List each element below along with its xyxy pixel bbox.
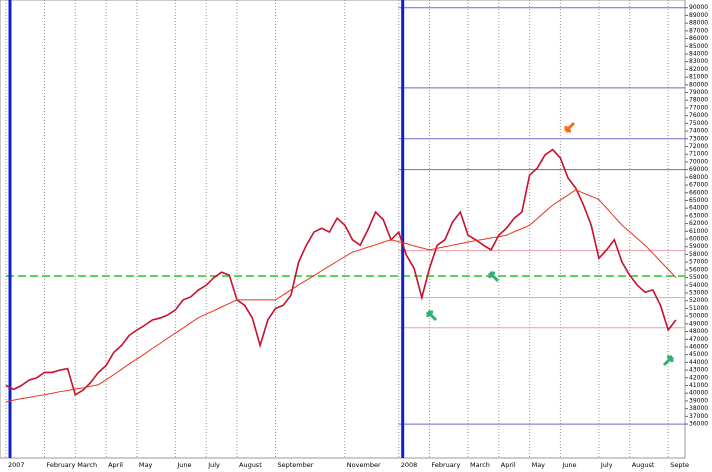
y-tick-label: 50000 [689, 313, 708, 320]
x-tick-label: May [139, 461, 153, 469]
y-tick-label: 49000 [689, 320, 708, 327]
y-tick-label: 74000 [689, 128, 708, 135]
x-tick-label: May [532, 461, 546, 469]
x-tick-label: November [347, 461, 381, 469]
y-tick-label: 39000 [689, 397, 708, 404]
x-tick-label: 2007 [8, 461, 25, 469]
y-tick-label: 77000 [689, 104, 708, 111]
x-tick-label: April [108, 461, 123, 469]
x-tick-label: June [176, 461, 191, 469]
y-tick-label: 81000 [689, 74, 708, 81]
y-tick-label: 65000 [689, 197, 708, 204]
arrow [662, 355, 674, 367]
y-tick-label: 85000 [689, 43, 708, 50]
y-tick-label: 87000 [689, 27, 708, 34]
y-tick-label: 44000 [689, 359, 708, 366]
y-tick-label: 82000 [689, 66, 708, 73]
y-tick-label: 88000 [689, 20, 708, 27]
y-tick-label: 73000 [689, 135, 708, 142]
y-tick-label: 72000 [689, 143, 708, 150]
y-tick-label: 60000 [689, 236, 708, 243]
x-tick-label: March [470, 461, 490, 469]
x-tick-label: July [600, 461, 613, 469]
y-tick-label: 90000 [689, 4, 708, 11]
x-tick-label: July [207, 461, 220, 469]
y-tick-label: 58000 [689, 251, 708, 258]
y-tick-label: 84000 [689, 50, 708, 57]
y-tick-label: 75000 [689, 120, 708, 127]
y-tick-label: 76000 [689, 112, 708, 119]
y-tick-label: 89000 [689, 12, 708, 19]
y-tick-label: 59000 [689, 243, 708, 250]
arrow [564, 121, 576, 133]
moving-average [5, 189, 677, 403]
y-tick-label: 54000 [689, 282, 708, 289]
x-tick-label: Septe [670, 461, 689, 469]
y-tick-label: 45000 [689, 351, 708, 358]
y-tick-label: 78000 [689, 97, 708, 104]
y-tick-label: 68000 [689, 174, 708, 181]
y-tick-label: 63000 [689, 212, 708, 219]
x-tick-label: August [239, 461, 262, 469]
y-tick-label: 56000 [689, 266, 708, 273]
price-line [5, 148, 677, 396]
x-tick-label: April [501, 461, 516, 469]
y-tick-label: 62000 [689, 220, 708, 227]
y-tick-label: 38000 [689, 405, 708, 412]
x-tick-label: February [47, 461, 76, 469]
y-tick-label: 71000 [689, 151, 708, 158]
y-tick-label: 55000 [689, 274, 708, 281]
arrow [488, 271, 500, 283]
y-tick-label: 43000 [689, 367, 708, 374]
x-tick-label: September [278, 461, 314, 469]
x-tick-label: February [432, 461, 461, 469]
y-tick-label: 40000 [689, 390, 708, 397]
arrow [426, 310, 438, 322]
y-tick-label: 48000 [689, 328, 708, 335]
y-tick-label: 51000 [689, 305, 708, 312]
y-tick-label: 47000 [689, 336, 708, 343]
y-tick-label: 41000 [689, 382, 708, 389]
y-tick-label: 37000 [689, 413, 708, 420]
y-tick-label: 53000 [689, 289, 708, 296]
y-tick-label: 79000 [689, 89, 708, 96]
y-tick-label: 83000 [689, 58, 708, 65]
y-tick-label: 80000 [689, 81, 708, 88]
y-tick-label: 36000 [689, 421, 708, 428]
y-tick-label: 67000 [689, 182, 708, 189]
y-tick-label: 66000 [689, 189, 708, 196]
y-tick-label: 46000 [689, 343, 708, 350]
x-tick-label: August [632, 461, 655, 469]
x-tick-label: June [561, 461, 576, 469]
y-tick-label: 64000 [689, 205, 708, 212]
x-tick-label: 2008 [401, 461, 418, 469]
plot-area [0, 0, 686, 459]
arrows [426, 121, 674, 367]
y-tick-label: 52000 [689, 297, 708, 304]
y-tick-label: 86000 [689, 35, 708, 42]
y-tick-label: 57000 [689, 259, 708, 266]
y-tick-label: 61000 [689, 228, 708, 235]
y-tick-label: 70000 [689, 158, 708, 165]
y-tick-label: 69000 [689, 166, 708, 173]
y-tick-label: 42000 [689, 374, 708, 381]
x-tick-label: March [77, 461, 97, 469]
